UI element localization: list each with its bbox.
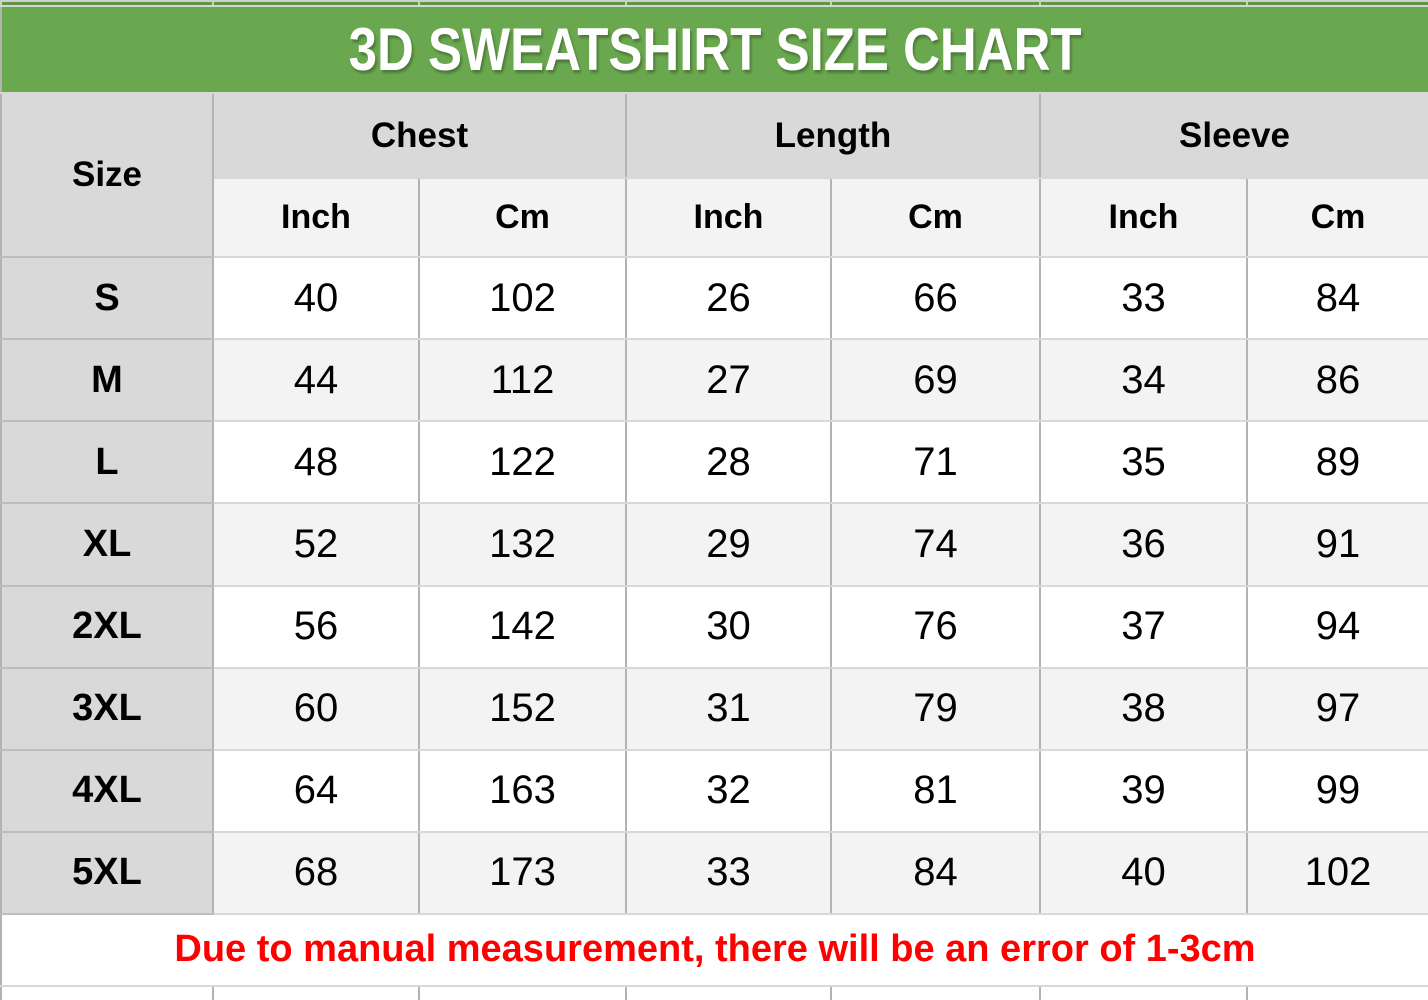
value-cell: 163 xyxy=(418,748,627,833)
table-row-l: L 48 122 28 71 35 89 xyxy=(0,420,1428,505)
value-cell: 33 xyxy=(625,830,832,915)
value-cell: 81 xyxy=(830,748,1041,833)
value-cell: 48 xyxy=(212,420,420,505)
column-header-size: Size xyxy=(0,92,214,259)
value-cell: 74 xyxy=(830,502,1041,587)
value-cell: 35 xyxy=(1039,420,1248,505)
clipped-cell xyxy=(1246,984,1428,1000)
footer-note-row: Due to manual measurement, there will be… xyxy=(0,912,1428,987)
column-header-length: Length xyxy=(625,92,1041,180)
value-cell: 40 xyxy=(1039,830,1248,915)
value-cell: 94 xyxy=(1246,584,1428,669)
value-cell: 89 xyxy=(1246,420,1428,505)
top-clipped-row xyxy=(0,0,1428,7)
value-cell: 60 xyxy=(212,666,420,751)
unit-header-chest-cm: Cm xyxy=(418,177,627,259)
value-cell: 37 xyxy=(1039,584,1248,669)
page-title-text: 3D SWEATSHIRT SIZE CHART xyxy=(348,16,1082,84)
value-cell: 102 xyxy=(1246,830,1428,915)
measurement-disclaimer: Due to manual measurement, there will be… xyxy=(0,912,1428,987)
clipped-cell xyxy=(830,984,1041,1000)
value-cell: 31 xyxy=(625,666,832,751)
value-cell: 52 xyxy=(212,502,420,587)
unit-header-length-inch: Inch xyxy=(625,177,832,259)
clipped-cell xyxy=(830,0,1041,7)
size-label: 2XL xyxy=(0,584,214,669)
value-cell: 84 xyxy=(830,830,1041,915)
clipped-cell xyxy=(418,984,627,1000)
table-row-m: M 44 112 27 69 34 86 xyxy=(0,338,1428,423)
table-row-xl: XL 52 132 29 74 36 91 xyxy=(0,502,1428,587)
table-row-s: S 40 102 26 66 33 84 xyxy=(0,256,1428,341)
table-row-5xl: 5XL 68 173 33 84 40 102 xyxy=(0,830,1428,915)
size-label: 4XL xyxy=(0,748,214,833)
clipped-cell xyxy=(0,984,214,1000)
size-label: M xyxy=(0,338,214,423)
value-cell: 56 xyxy=(212,584,420,669)
value-cell: 79 xyxy=(830,666,1041,751)
value-cell: 26 xyxy=(625,256,832,341)
size-label: 5XL xyxy=(0,830,214,915)
clipped-cell xyxy=(1039,0,1248,7)
value-cell: 28 xyxy=(625,420,832,505)
clipped-cell xyxy=(625,0,832,7)
value-cell: 38 xyxy=(1039,666,1248,751)
group-header-row: Size Chest Length Sleeve xyxy=(0,92,1428,259)
clipped-cell xyxy=(625,984,832,1000)
value-cell: 69 xyxy=(830,338,1041,423)
column-header-sleeve: Sleeve xyxy=(1039,92,1428,180)
clipped-cell xyxy=(1039,984,1248,1000)
value-cell: 97 xyxy=(1246,666,1428,751)
value-cell: 152 xyxy=(418,666,627,751)
value-cell: 91 xyxy=(1246,502,1428,587)
value-cell: 112 xyxy=(418,338,627,423)
title-banner: 3D SWEATSHIRT SIZE CHART xyxy=(0,4,1428,95)
size-label: S xyxy=(0,256,214,341)
value-cell: 142 xyxy=(418,584,627,669)
value-cell: 32 xyxy=(625,748,832,833)
value-cell: 173 xyxy=(418,830,627,915)
value-cell: 66 xyxy=(830,256,1041,341)
table-row-2xl: 2XL 56 142 30 76 37 94 xyxy=(0,584,1428,669)
size-label: XL xyxy=(0,502,214,587)
value-cell: 99 xyxy=(1246,748,1428,833)
value-cell: 33 xyxy=(1039,256,1248,341)
value-cell: 122 xyxy=(418,420,627,505)
clipped-cell xyxy=(418,0,627,7)
value-cell: 34 xyxy=(1039,338,1248,423)
value-cell: 44 xyxy=(212,338,420,423)
unit-header-row: Inch Cm Inch Cm Inch Cm xyxy=(1,177,1428,259)
clipped-cell xyxy=(212,984,420,1000)
table-row-3xl: 3XL 60 152 31 79 38 97 xyxy=(0,666,1428,751)
value-cell: 64 xyxy=(212,748,420,833)
value-cell: 86 xyxy=(1246,338,1428,423)
size-label: 3XL xyxy=(0,666,214,751)
value-cell: 76 xyxy=(830,584,1041,669)
unit-header-sleeve-inch: Inch xyxy=(1039,177,1248,259)
bottom-clipped-row xyxy=(0,984,1428,1000)
value-cell: 102 xyxy=(418,256,627,341)
clipped-cell xyxy=(0,0,214,7)
value-cell: 40 xyxy=(212,256,420,341)
clipped-cell xyxy=(212,0,420,7)
value-cell: 36 xyxy=(1039,502,1248,587)
unit-header-length-cm: Cm xyxy=(830,177,1041,259)
unit-header-chest-inch: Inch xyxy=(212,177,420,259)
page-title: 3D SWEATSHIRT SIZE CHART xyxy=(0,4,1428,95)
value-cell: 29 xyxy=(625,502,832,587)
value-cell: 68 xyxy=(212,830,420,915)
value-cell: 27 xyxy=(625,338,832,423)
value-cell: 132 xyxy=(418,502,627,587)
size-label: L xyxy=(0,420,214,505)
value-cell: 71 xyxy=(830,420,1041,505)
value-cell: 84 xyxy=(1246,256,1428,341)
value-cell: 39 xyxy=(1039,748,1248,833)
column-header-chest: Chest xyxy=(212,92,627,180)
value-cell: 30 xyxy=(625,584,832,669)
table-row-4xl: 4XL 64 163 32 81 39 99 xyxy=(0,748,1428,833)
unit-header-sleeve-cm: Cm xyxy=(1246,177,1428,259)
